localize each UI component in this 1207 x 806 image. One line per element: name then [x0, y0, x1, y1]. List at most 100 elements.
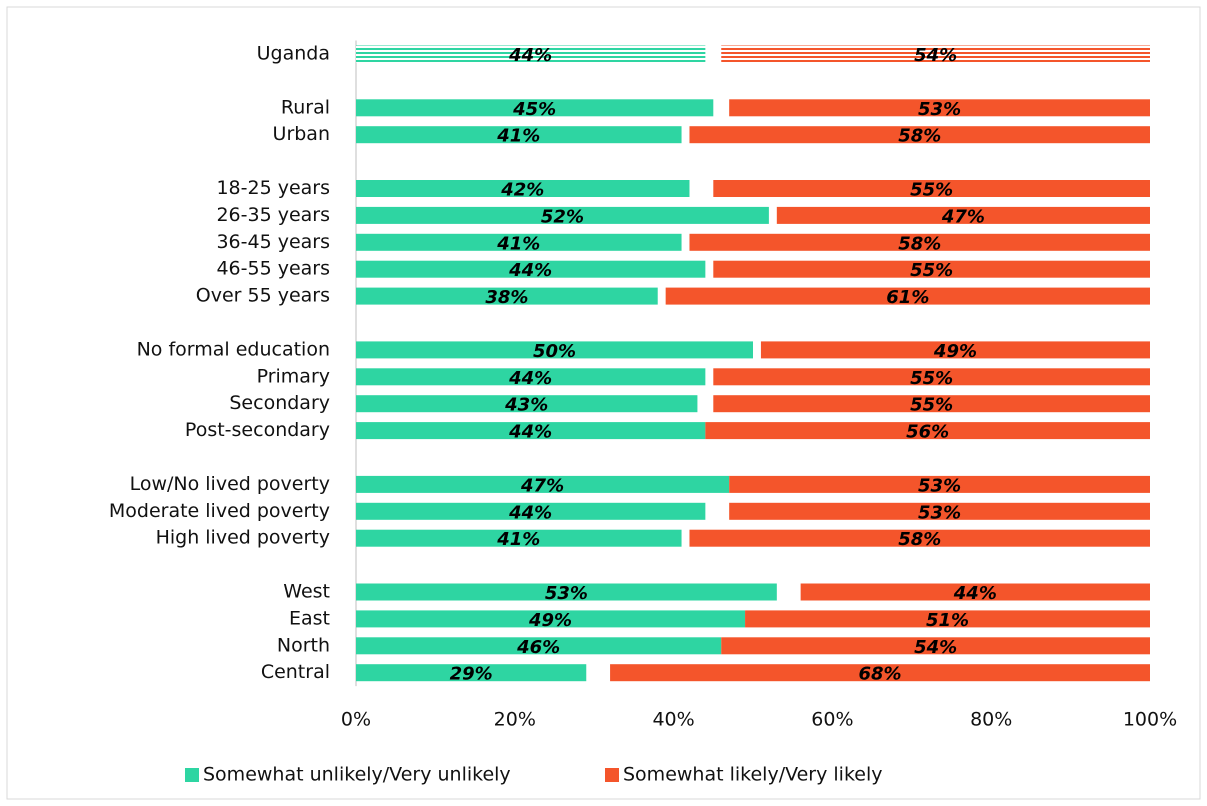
bar [689, 529, 1150, 547]
category-label: Over 55 years [196, 285, 330, 307]
category-label: Post-secondary [185, 419, 330, 441]
category-label: No formal education [137, 338, 330, 360]
value-label: 41% [496, 233, 540, 254]
bar [356, 368, 706, 386]
value-label: 61% [886, 287, 929, 308]
value-label: 44% [508, 502, 552, 523]
value-label: 68% [858, 664, 901, 685]
category-label: North [277, 634, 330, 656]
x-tick-label: 40% [652, 709, 694, 731]
bar [689, 233, 1150, 251]
value-label: 53% [918, 502, 961, 523]
category-label: Uganda [257, 43, 330, 65]
value-label: 52% [541, 206, 584, 227]
value-label: 50% [533, 341, 576, 362]
bar [665, 287, 1150, 305]
bar [356, 287, 658, 305]
bar [356, 610, 746, 628]
category-label: Central [261, 661, 330, 683]
bar [356, 126, 682, 144]
value-label: 44% [953, 583, 997, 604]
value-label: 51% [926, 610, 969, 631]
x-tick-label: 20% [494, 709, 536, 731]
bar [356, 260, 706, 278]
bar [356, 664, 587, 682]
value-label: 41% [496, 126, 540, 147]
category-label: East [289, 607, 330, 629]
value-label: 44% [508, 368, 552, 389]
value-label: 38% [485, 287, 528, 308]
bar [713, 368, 1150, 386]
value-label: 54% [914, 637, 957, 658]
bar [729, 475, 1150, 493]
x-tick-label: 60% [811, 709, 853, 731]
value-label: 41% [496, 529, 540, 550]
bar [356, 180, 690, 197]
category-label: 18-25 years [216, 177, 330, 199]
category-label: Low/No lived poverty [130, 473, 330, 495]
bar [729, 502, 1150, 520]
value-label: 29% [450, 664, 493, 685]
bar [356, 45, 706, 63]
x-tick-label: 80% [970, 709, 1012, 731]
value-label: 55% [910, 260, 953, 281]
bar [356, 637, 722, 655]
bar [721, 637, 1150, 655]
value-label: 58% [898, 233, 941, 254]
bar [610, 664, 1150, 682]
value-label: 56% [906, 422, 949, 443]
value-label: 46% [516, 637, 560, 658]
bar [356, 395, 698, 413]
bar [356, 502, 706, 520]
value-label: 55% [910, 368, 953, 389]
x-tick-label: 0% [341, 709, 371, 731]
category-label: High lived poverty [156, 527, 330, 549]
bar [356, 583, 777, 601]
legend-label: Somewhat likely/Very likely [623, 764, 883, 786]
value-label: 53% [918, 475, 961, 496]
bar [713, 260, 1150, 278]
value-label: 58% [898, 126, 941, 147]
category-label: Primary [257, 365, 330, 387]
bar [713, 180, 1150, 197]
value-label: 58% [898, 529, 941, 550]
value-label: 43% [504, 395, 548, 416]
value-label: 54% [914, 45, 957, 66]
x-tick-label: 100% [1123, 709, 1177, 731]
bar [689, 126, 1150, 144]
bar [356, 475, 730, 493]
value-label: 44% [508, 260, 552, 281]
value-label: 44% [508, 45, 552, 66]
bar [356, 99, 714, 117]
category-label: Secondary [229, 392, 330, 414]
bar [721, 45, 1150, 63]
legend-swatch [605, 768, 619, 782]
bar [356, 341, 753, 359]
frame [6, 6, 1201, 800]
bar [356, 206, 769, 224]
category-label: 46-55 years [216, 258, 330, 280]
bar [713, 395, 1150, 413]
bar [776, 206, 1150, 224]
bar [800, 583, 1150, 601]
value-label: 49% [528, 610, 572, 631]
value-label: 53% [545, 583, 588, 604]
value-label: 44% [508, 422, 552, 443]
bar [760, 341, 1150, 359]
bar [356, 529, 682, 547]
value-label: 55% [910, 395, 953, 416]
category-label: 26-35 years [216, 204, 330, 226]
value-label: 45% [512, 99, 556, 120]
bar [356, 233, 682, 251]
value-label: 53% [918, 99, 961, 120]
value-label: 55% [910, 180, 953, 201]
bar [729, 99, 1150, 117]
category-label: Urban [273, 123, 330, 145]
category-label: 36-45 years [216, 231, 330, 253]
value-label: 42% [500, 180, 544, 201]
category-label: Moderate lived poverty [109, 500, 330, 522]
legend-label: Somewhat unlikely/Very unlikely [203, 764, 511, 786]
bar [745, 610, 1150, 628]
value-label: 47% [941, 206, 985, 227]
